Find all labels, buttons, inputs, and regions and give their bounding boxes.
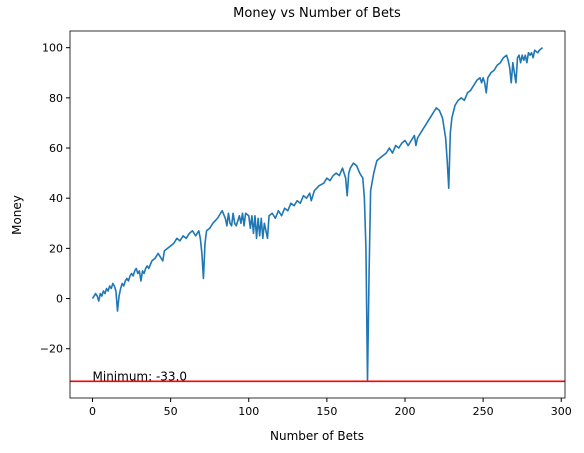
x-tick-label: 50 [164, 405, 178, 418]
x-tick-label: 100 [238, 405, 259, 418]
y-tick-label: 60 [49, 142, 63, 155]
y-tick-label: 80 [49, 92, 63, 105]
x-tick-label: 200 [395, 405, 416, 418]
x-axis-label: Number of Bets [270, 429, 364, 443]
x-tick-label: 150 [316, 405, 337, 418]
data-line [91, 47, 544, 383]
y-tick-label: 20 [49, 242, 63, 255]
plot-frame [69, 30, 566, 399]
y-tick-label: 100 [42, 42, 63, 55]
minimum-annotation: Minimum: -33.0 [93, 369, 188, 383]
x-tick-label: 300 [551, 405, 572, 418]
y-tick-label: −20 [40, 343, 63, 356]
chart-title: Money vs Number of Bets [233, 6, 401, 21]
y-tick-label: 40 [49, 192, 63, 205]
y-tick-label: 0 [56, 293, 63, 306]
x-tick-label: 0 [89, 405, 96, 418]
y-axis-label: Money [10, 195, 24, 235]
x-tick-label: 250 [473, 405, 494, 418]
